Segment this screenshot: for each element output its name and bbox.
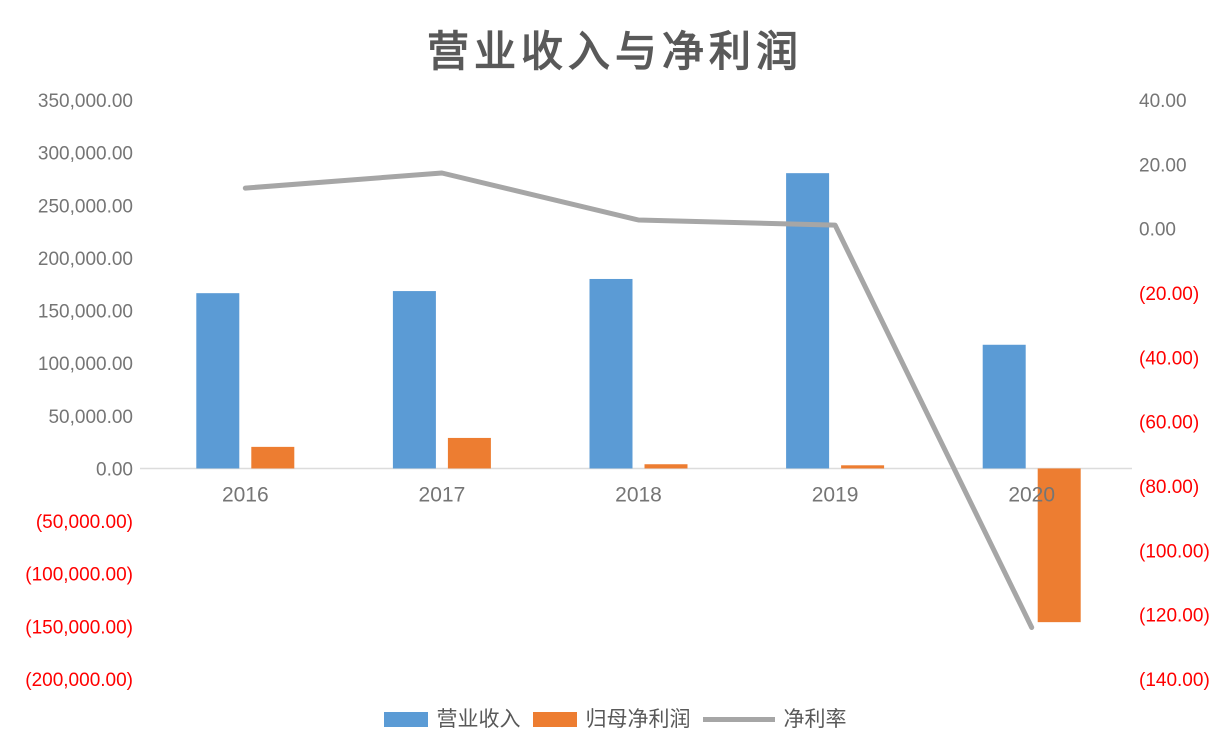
category-label: 2016 (222, 483, 269, 506)
legend-item-revenue: 营业收入 (383, 707, 521, 731)
left-axis-tick-label: 100,000.00 (38, 354, 133, 375)
revenue-bar (982, 344, 1026, 469)
legend-label-net-margin: 净利率 (783, 707, 847, 731)
right-axis-tick-label: 40.00 (1139, 91, 1187, 112)
net-profit-bar (841, 465, 885, 469)
category-label: 2017 (419, 483, 466, 506)
right-axis-tick-label: (100.00) (1139, 541, 1210, 562)
left-axis-tick-label: 250,000.00 (38, 196, 133, 217)
legend-item-net-profit: 归母净利润 (532, 707, 691, 731)
legend-label-net-profit: 归母净利润 (585, 707, 691, 731)
left-axis-tick-label: 200,000.00 (38, 249, 133, 270)
revenue-bar (196, 293, 240, 469)
legend-swatch-net-profit (532, 712, 577, 727)
right-axis-tick-label: (80.00) (1139, 477, 1199, 498)
chart-title: 营业收入与净利润 (426, 30, 803, 76)
net-profit-bar (644, 464, 688, 469)
left-axis-tick-label: (200,000.00) (25, 670, 133, 691)
left-axis-tick-label: 0.00 (96, 459, 133, 480)
legend-swatch-net-margin (702, 717, 775, 722)
right-axis-tick-label: (60.00) (1139, 413, 1199, 434)
left-axis-tick-label: (50,000.00) (36, 512, 133, 533)
left-axis-tick-label: 300,000.00 (38, 144, 133, 165)
left-axis-tick-label: (100,000.00) (25, 565, 133, 586)
left-axis-tick-label: 50,000.00 (48, 407, 133, 428)
right-axis-tick-label: (120.00) (1139, 606, 1210, 627)
legend-swatch-revenue (383, 712, 428, 727)
left-axis-tick-label: 150,000.00 (38, 302, 133, 323)
right-axis-tick-label: 20.00 (1139, 155, 1187, 176)
net-margin-line (242, 170, 1035, 630)
right-axis-tick-label: (40.00) (1139, 348, 1199, 369)
category-label: 2020 (1008, 483, 1055, 506)
right-axis-tick-label: 0.00 (1139, 220, 1176, 241)
chart-legend: 营业收入 归母净利润 净利率 (0, 709, 1230, 730)
left-axis-tick-label: (150,000.00) (25, 617, 133, 638)
legend-label-revenue: 营业收入 (436, 707, 521, 731)
category-label: 2019 (812, 483, 859, 506)
revenue-bar (786, 173, 830, 469)
legend-item-net-margin: 净利率 (702, 707, 847, 731)
net-profit-bar (447, 437, 491, 469)
right-axis-tick-label: (20.00) (1139, 284, 1199, 305)
revenue-bar (589, 278, 633, 469)
right-axis-tick-label: (140.00) (1139, 670, 1210, 691)
net-profit-bar (1037, 468, 1081, 623)
left-axis-tick-label: 350,000.00 (38, 91, 133, 112)
category-label: 2018 (615, 483, 662, 506)
net-profit-bar (251, 446, 295, 469)
revenue-bar (392, 291, 436, 469)
